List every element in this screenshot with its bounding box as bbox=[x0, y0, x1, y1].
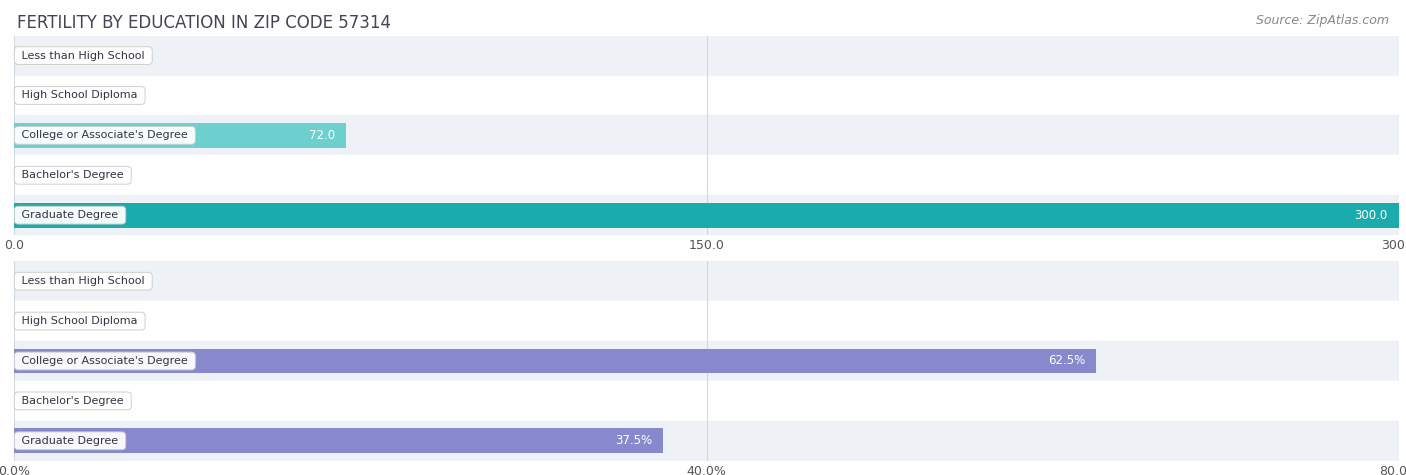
Text: 72.0: 72.0 bbox=[309, 129, 336, 142]
Bar bbox=[14, 195, 1399, 235]
Text: 37.5%: 37.5% bbox=[614, 434, 652, 447]
Text: Graduate Degree: Graduate Degree bbox=[18, 210, 122, 220]
Text: FERTILITY BY EDUCATION IN ZIP CODE 57314: FERTILITY BY EDUCATION IN ZIP CODE 57314 bbox=[17, 14, 391, 32]
Bar bbox=[14, 123, 346, 148]
Text: Less than High School: Less than High School bbox=[18, 50, 149, 61]
Text: 0.0%: 0.0% bbox=[25, 394, 55, 408]
Bar bbox=[14, 341, 1399, 381]
Text: Source: ZipAtlas.com: Source: ZipAtlas.com bbox=[1256, 14, 1389, 27]
Text: Bachelor's Degree: Bachelor's Degree bbox=[18, 396, 128, 406]
Bar bbox=[14, 115, 1399, 155]
Text: Bachelor's Degree: Bachelor's Degree bbox=[18, 170, 128, 180]
Bar bbox=[14, 428, 664, 453]
Text: College or Associate's Degree: College or Associate's Degree bbox=[18, 356, 191, 366]
Text: High School Diploma: High School Diploma bbox=[18, 316, 141, 326]
Text: 0.0%: 0.0% bbox=[25, 314, 55, 328]
Bar bbox=[14, 36, 1399, 76]
Bar bbox=[14, 203, 1399, 228]
Text: College or Associate's Degree: College or Associate's Degree bbox=[18, 130, 191, 141]
Bar bbox=[14, 261, 1399, 301]
Text: 0.0: 0.0 bbox=[25, 89, 44, 102]
Bar bbox=[14, 301, 1399, 341]
Text: 300.0: 300.0 bbox=[1354, 209, 1388, 222]
Bar bbox=[14, 381, 1399, 421]
Text: High School Diploma: High School Diploma bbox=[18, 90, 141, 101]
Text: 0.0: 0.0 bbox=[25, 169, 44, 182]
Text: 0.0%: 0.0% bbox=[25, 275, 55, 288]
Bar bbox=[14, 349, 1097, 373]
Bar bbox=[14, 155, 1399, 195]
Text: 0.0: 0.0 bbox=[25, 49, 44, 62]
Text: 62.5%: 62.5% bbox=[1047, 354, 1085, 368]
Bar bbox=[14, 421, 1399, 461]
Text: Graduate Degree: Graduate Degree bbox=[18, 436, 122, 446]
Text: Less than High School: Less than High School bbox=[18, 276, 149, 286]
Bar bbox=[14, 76, 1399, 115]
